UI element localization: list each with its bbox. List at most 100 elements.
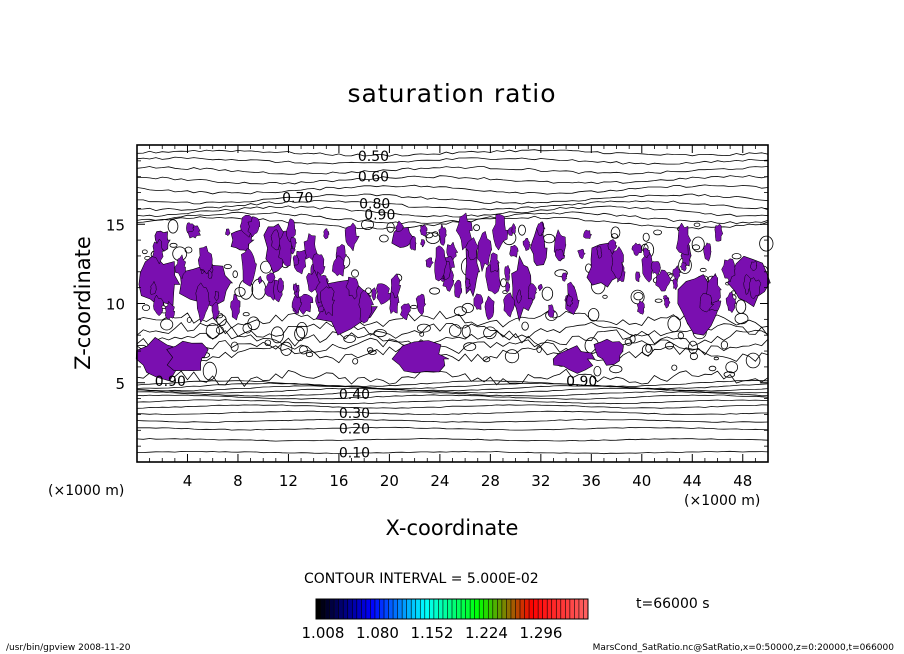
colorbar-stripe: [338, 599, 344, 619]
contour-loop: [593, 366, 602, 377]
fill-region: [679, 261, 687, 272]
colorbar-stripe: [483, 599, 489, 619]
colorbar-stripe: [578, 599, 584, 619]
contour-line: [136, 385, 769, 392]
y-tick-label: 15: [106, 216, 125, 234]
fill-region: [455, 212, 473, 251]
plot-background: [137, 145, 768, 462]
fill-region: [610, 246, 624, 280]
fill-region: [420, 239, 426, 248]
colorbar-stripe: [520, 599, 525, 619]
contour-loop: [699, 267, 707, 273]
contour-loop: [521, 321, 529, 331]
colorbar-stripe: [538, 599, 543, 619]
fill-region: [195, 282, 211, 324]
contour-loop: [343, 334, 356, 343]
colorbar-stripe: [461, 599, 466, 619]
contour-line: [136, 380, 769, 388]
colorbar-stripe: [447, 599, 452, 619]
colorbar-stripe: [501, 599, 507, 619]
contour-loop: [223, 264, 232, 270]
contour-loop: [232, 270, 238, 279]
fill-region: [419, 223, 428, 237]
colorbar-label: 1.224: [465, 624, 508, 642]
colorbar-stripe: [556, 599, 561, 619]
colorbar-stripe: [583, 599, 588, 619]
fill-region: [257, 275, 263, 285]
fill-region: [631, 242, 643, 256]
fill-region: [505, 280, 511, 293]
fill-region: [555, 248, 566, 262]
contour-loop: [365, 287, 372, 294]
contour-loop: [693, 222, 701, 227]
contour-loop: [296, 321, 308, 339]
contour-loop: [725, 361, 738, 374]
contour-line: [136, 418, 769, 423]
fill-region: [635, 270, 641, 283]
fill-region: [186, 222, 195, 233]
contour-loop: [654, 298, 663, 303]
contour-line: [136, 345, 769, 364]
fill-region: [454, 279, 463, 299]
fill-region: [292, 282, 298, 293]
fill-region: [266, 272, 276, 284]
colorbar-stripe: [325, 599, 330, 619]
fill-region: [672, 278, 678, 291]
x-tick-label: 40: [632, 472, 651, 490]
colorbar-stripe: [569, 599, 575, 619]
contour-loop: [386, 222, 395, 233]
fill-region: [643, 247, 650, 258]
contour-loop: [461, 324, 471, 338]
fill-region: [464, 236, 480, 261]
colorbar-label: 1.296: [520, 624, 563, 642]
fill-region: [241, 248, 257, 287]
fill-region: [566, 292, 573, 308]
fill-region: [270, 229, 282, 251]
contour-line: [136, 184, 769, 195]
colorbar: 1.008 1.080 1.152 1.224 1.296: [302, 598, 589, 642]
colorbar-stripe: [488, 599, 493, 619]
colorbar-stripe: [452, 599, 457, 619]
fill-region: [152, 238, 165, 265]
fill-region: [725, 292, 737, 314]
contour-line: [136, 391, 769, 397]
fill-region: [749, 277, 762, 300]
contour-loop: [587, 308, 600, 322]
colorbar-stripe: [379, 599, 384, 619]
contour-loop: [167, 219, 179, 234]
fill-region: [345, 276, 359, 300]
contour-line: [137, 426, 769, 431]
fill-region: [537, 284, 544, 292]
fill-region: [174, 254, 186, 280]
fill-region: [400, 303, 412, 321]
colorbar-stripe: [393, 599, 398, 619]
contour-loop: [482, 356, 491, 363]
colorbar-stripe: [547, 599, 552, 619]
fill-region: [655, 269, 672, 292]
contour-loop: [671, 364, 678, 371]
fill-region: [290, 236, 298, 250]
fill-region: [650, 261, 661, 275]
fill-region: [489, 252, 501, 273]
colorbar-stripe: [370, 599, 375, 619]
contour-loop: [745, 352, 761, 369]
colorbar-label: 1.152: [411, 624, 454, 642]
fill-region: [536, 221, 545, 237]
fill-region: [164, 300, 175, 320]
contour-loop: [419, 331, 425, 337]
contour-loop: [429, 287, 441, 295]
fill-region: [446, 241, 459, 261]
colorbar-stripe: [479, 599, 484, 619]
fill-region: [636, 299, 645, 315]
contour-line: [136, 337, 769, 356]
contour-loop: [449, 324, 462, 337]
plot-area: 0.500.600.70 0.800.900.90 0.900.400.300.20…: [106, 144, 774, 490]
contour-loop: [664, 341, 674, 350]
contour-loop: [352, 358, 359, 365]
fill-region: [376, 283, 391, 305]
contour-loop: [205, 323, 220, 339]
fill-region: [522, 237, 531, 252]
colorbar-stripe: [474, 599, 480, 619]
contour-loop: [473, 224, 481, 232]
